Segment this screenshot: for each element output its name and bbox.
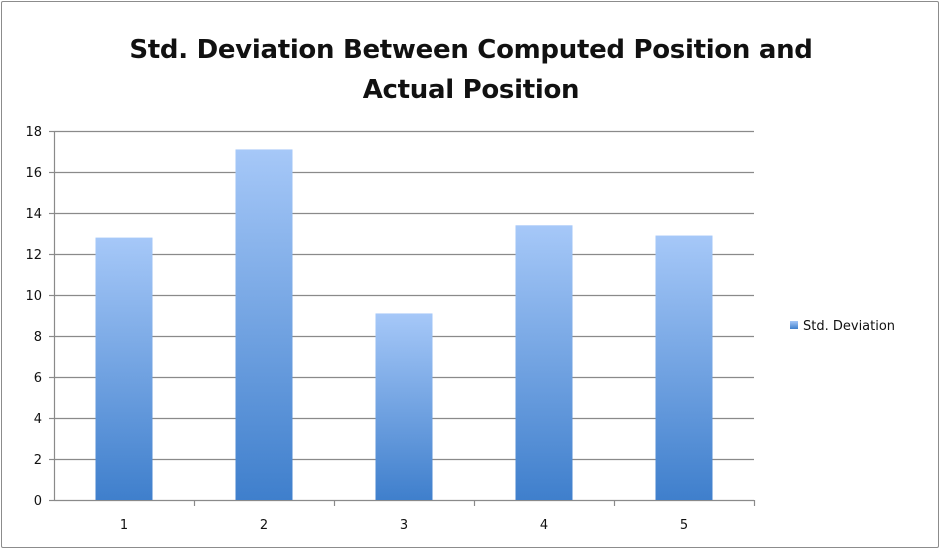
x-tick-label-1: 1	[120, 518, 128, 533]
x-tick-label-3: 3	[400, 518, 408, 533]
y-tick-label-8: 8	[34, 330, 42, 345]
chart-title: Std. Deviation Between Computed Position…	[2, 30, 940, 110]
y-tick-label-10: 10	[25, 289, 42, 304]
x-tick-label-2: 2	[260, 518, 268, 533]
axes	[49, 130, 756, 506]
legend-swatch	[790, 321, 798, 329]
y-tick-label-0: 0	[34, 494, 42, 509]
bar-3	[375, 313, 433, 500]
legend: Std. Deviation	[790, 319, 895, 334]
y-tick-label-6: 6	[34, 371, 42, 386]
chart-title-line-1: Std. Deviation Between Computed Position…	[129, 35, 813, 65]
bar-1	[95, 237, 153, 500]
y-tick-label-12: 12	[25, 248, 42, 263]
x-tick-label-4: 4	[540, 518, 548, 533]
bar-5	[655, 235, 713, 501]
y-tick-label-4: 4	[34, 412, 42, 427]
bar-2	[235, 149, 293, 500]
x-tick-label-5: 5	[680, 518, 688, 533]
y-tick-label-14: 14	[25, 207, 42, 222]
legend-label: Std. Deviation	[803, 319, 895, 334]
y-tick-label-2: 2	[34, 453, 42, 468]
bars	[95, 149, 713, 501]
bar-4	[515, 225, 573, 501]
y-tick-label-18: 18	[25, 125, 42, 140]
chart-title-line-2: Actual Position	[362, 75, 580, 105]
y-tick-label-16: 16	[25, 166, 42, 181]
